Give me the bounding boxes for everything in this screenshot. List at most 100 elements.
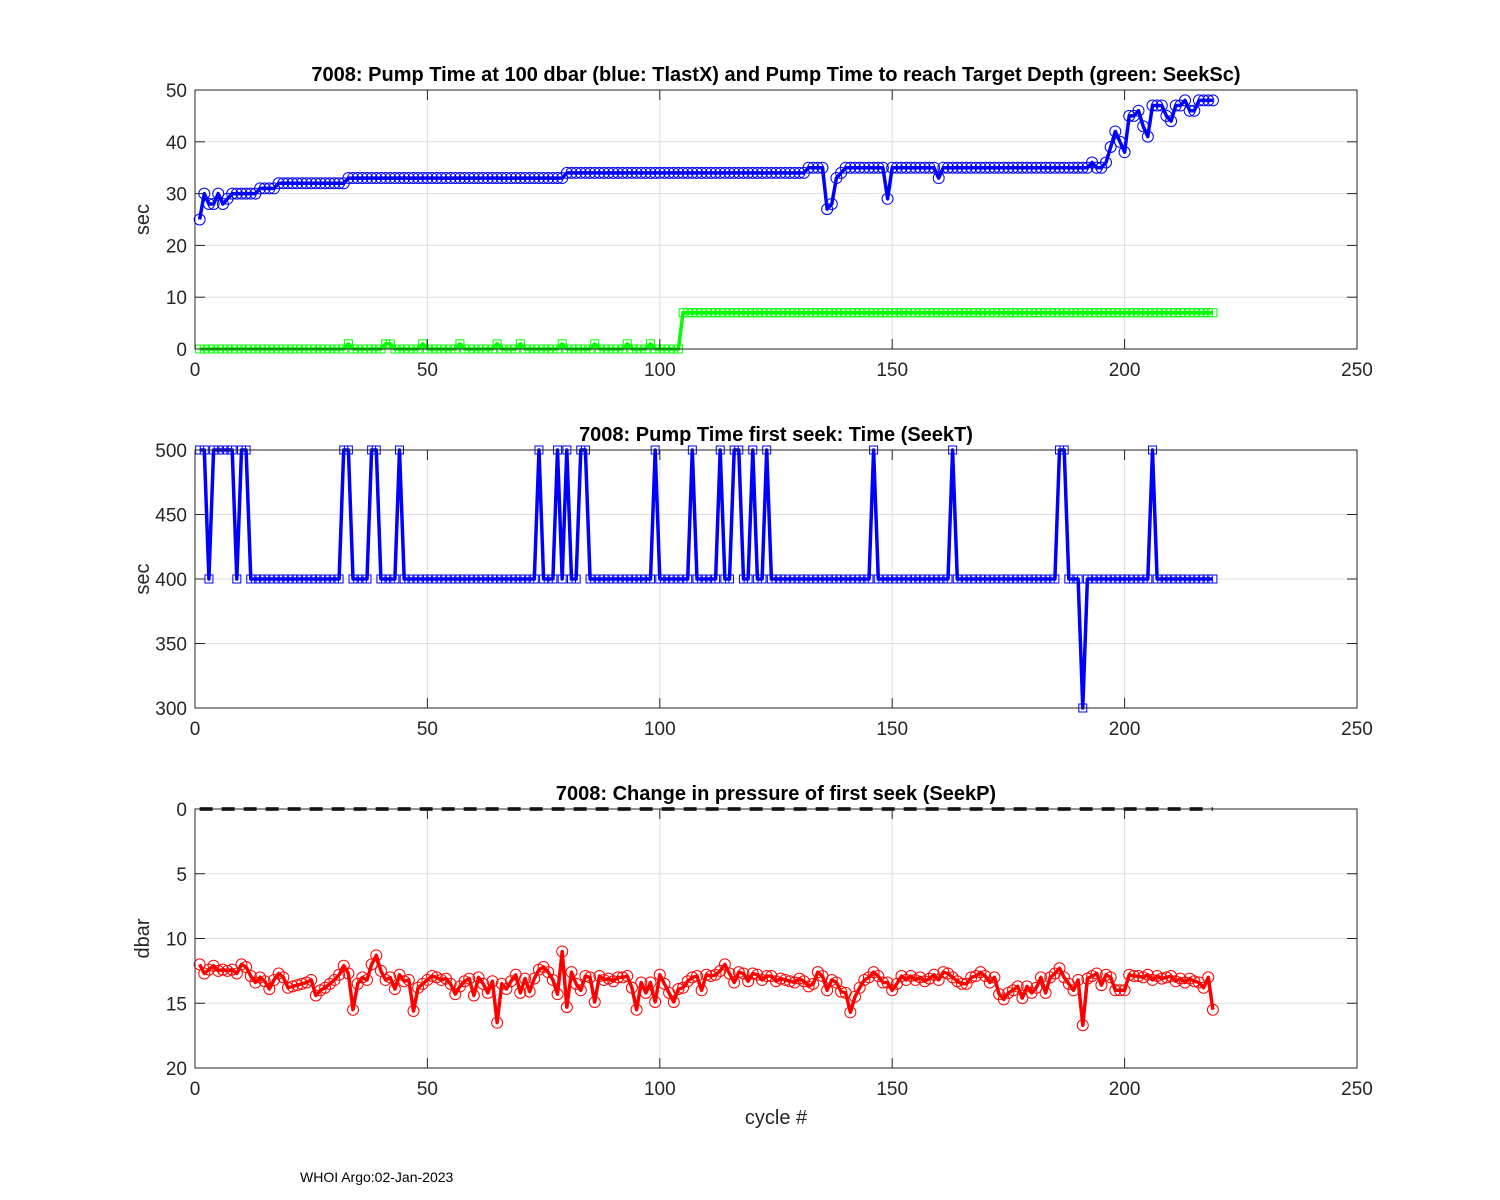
data-point-TlastX <box>1169 99 1182 112</box>
data-point-SeekT <box>1082 574 1092 584</box>
data-point-TlastX <box>788 166 801 179</box>
data-point-SeekP <box>1058 971 1071 984</box>
x-tick-label: 200 <box>1109 360 1141 381</box>
data-point-SeekSc <box>1120 308 1130 318</box>
data-point-SeekP <box>407 1005 420 1018</box>
data-point-TlastX <box>230 187 243 200</box>
data-point-SeekSc <box>1143 308 1153 318</box>
y-tick-label: 400 <box>155 570 187 591</box>
data-point-SeekSc <box>762 308 772 318</box>
data-point-SeekT <box>985 574 995 584</box>
data-point-SeekP <box>760 970 773 983</box>
data-point-SeekSc <box>697 308 707 318</box>
data-point-SeekT <box>432 574 442 584</box>
data-point-SeekP <box>867 966 880 979</box>
data-point-TlastX <box>849 161 862 174</box>
data-point-SeekT <box>362 574 372 584</box>
data-point-TlastX <box>1137 120 1150 133</box>
data-point-SeekT <box>673 574 683 584</box>
data-point-TlastX <box>1048 161 1061 174</box>
data-point-TlastX <box>723 166 736 179</box>
data-point-SeekSc <box>906 308 916 318</box>
data-point-TlastX <box>765 166 778 179</box>
data-point-SeekP <box>672 983 685 996</box>
data-point-SeekT <box>1171 574 1181 584</box>
data-point-TlastX <box>1025 161 1038 174</box>
y-tick-label: 350 <box>155 635 187 656</box>
data-point-SeekP <box>268 973 281 986</box>
data-point-SeekP <box>384 971 397 984</box>
data-point-SeekP <box>491 1016 504 1029</box>
data-point-TlastX <box>347 172 360 185</box>
data-point-SeekT <box>1068 574 1078 584</box>
data-point-TlastX <box>1090 161 1103 174</box>
data-point-TlastX <box>872 161 885 174</box>
data-point-TlastX <box>742 166 755 179</box>
data-point-SeekP <box>667 995 680 1008</box>
data-point-SeekT <box>543 574 553 584</box>
data-point-SeekP <box>486 975 499 988</box>
data-point-SeekP <box>505 975 518 988</box>
data-point-TlastX <box>1034 161 1047 174</box>
data-point-SeekSc <box>1199 308 1209 318</box>
data-point-SeekP <box>556 945 569 958</box>
y-tick-label: 500 <box>155 441 187 462</box>
y-tick-label: 50 <box>166 81 187 102</box>
data-point-SeekT <box>469 574 479 584</box>
data-point-TlastX <box>588 166 601 179</box>
data-point-TlastX <box>853 161 866 174</box>
data-point-SeekP <box>584 971 597 984</box>
data-point-SeekT <box>822 574 832 584</box>
data-point-TlastX <box>463 172 476 185</box>
data-point-SeekT <box>390 574 400 584</box>
data-point-SeekSc <box>813 308 823 318</box>
data-point-TlastX <box>212 187 225 200</box>
data-point-TlastX <box>677 166 690 179</box>
data-point-TlastX <box>793 166 806 179</box>
data-point-SeekP <box>774 972 787 985</box>
data-point-SeekT <box>817 574 827 584</box>
data-point-TlastX <box>291 177 304 190</box>
data-point-SeekT <box>311 574 321 584</box>
data-point-SeekT <box>841 574 851 584</box>
chart-title: 7008: Pump Time at 100 dbar (blue: Tlast… <box>311 64 1240 86</box>
y-tick-label: 0 <box>176 800 187 821</box>
data-point-TlastX <box>709 166 722 179</box>
data-point-TlastX <box>1062 161 1075 174</box>
data-point-TlastX <box>453 172 466 185</box>
data-point-TlastX <box>537 172 550 185</box>
data-point-TlastX <box>914 161 927 174</box>
data-point-SeekT <box>804 574 814 584</box>
data-point-SeekP <box>244 970 257 983</box>
data-point-SeekP <box>1206 1003 1219 1016</box>
data-point-SeekSc <box>924 308 934 318</box>
data-point-TlastX <box>546 172 559 185</box>
data-point-SeekT <box>915 574 925 584</box>
data-point-SeekT <box>766 574 776 584</box>
data-point-SeekP <box>370 949 383 962</box>
data-point-SeekT <box>873 574 883 584</box>
data-point-SeekT <box>1041 574 1051 584</box>
data-point-SeekSc <box>999 308 1009 318</box>
data-point-TlastX <box>653 166 666 179</box>
data-point-SeekSc <box>934 308 944 318</box>
data-point-SeekSc <box>1138 308 1148 318</box>
data-point-TlastX <box>1053 161 1066 174</box>
data-point-TlastX <box>667 166 680 179</box>
data-point-TlastX <box>193 213 206 226</box>
data-point-TlastX <box>1002 161 1015 174</box>
data-point-SeekT <box>460 574 470 584</box>
data-point-SeekSc <box>962 308 972 318</box>
data-point-SeekP <box>914 971 927 984</box>
data-point-TlastX <box>584 166 597 179</box>
data-point-SeekT <box>1189 574 1199 584</box>
data-point-SeekT <box>669 574 679 584</box>
data-point-SeekSc <box>1110 308 1120 318</box>
data-point-TlastX <box>937 161 950 174</box>
data-point-TlastX <box>1165 115 1178 128</box>
data-point-SeekSc <box>706 308 716 318</box>
data-point-TlastX <box>295 177 308 190</box>
data-point-SeekT <box>1087 574 1097 584</box>
data-point-SeekP <box>198 967 211 980</box>
data-point-SeekT <box>1124 574 1134 584</box>
